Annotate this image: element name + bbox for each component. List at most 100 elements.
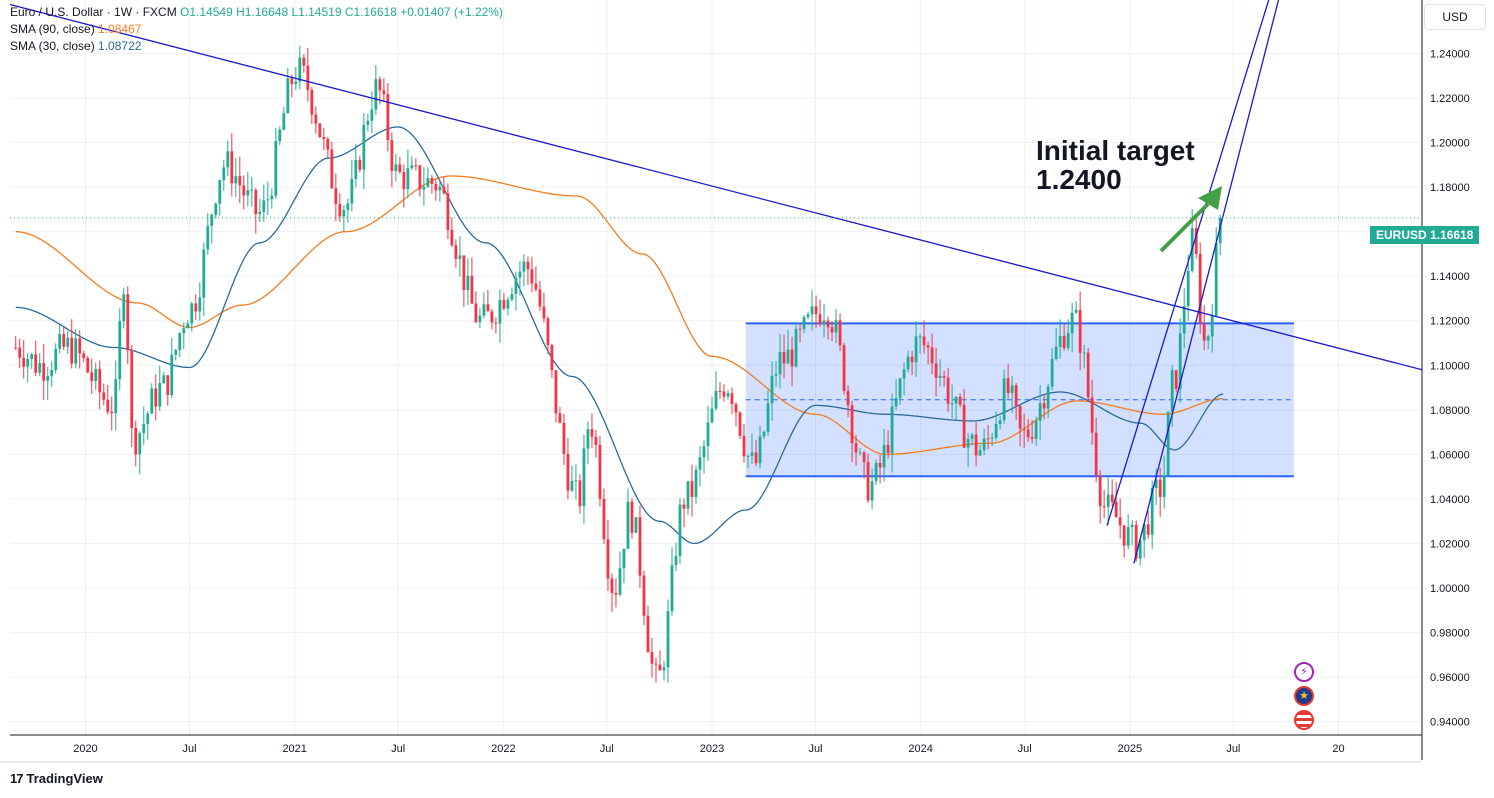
candle-body: [1218, 217, 1222, 244]
candle-body: [62, 333, 66, 347]
x-tick-label: 2021: [282, 743, 306, 755]
candle-body: [430, 178, 434, 184]
descending-trendline: [9, 3, 1423, 371]
candle-body: [714, 390, 718, 409]
candle-body: [1170, 370, 1174, 412]
candle-body: [198, 297, 202, 312]
candle-body: [774, 374, 778, 376]
legend-sma30-row[interactable]: SMA (30, close) 1.08722: [10, 38, 503, 55]
candle-body: [54, 348, 58, 370]
candle-body: [894, 398, 898, 407]
candle-body: [846, 390, 850, 406]
candle-body: [1214, 243, 1218, 316]
legend: Euro / U.S. Dollar · 1W · FXCM O1.14549 …: [10, 4, 503, 55]
candle-body: [234, 176, 238, 184]
candle-body: [262, 200, 266, 212]
tradingview-logo[interactable]: 17 TradingView: [10, 771, 103, 786]
candle-body: [654, 663, 658, 665]
range-box[interactable]: [745, 322, 1294, 478]
candle-body: [298, 57, 302, 82]
candle-body: [1098, 475, 1102, 507]
candle-body: [898, 378, 902, 399]
eu-flag-icon[interactable]: ★: [1294, 686, 1314, 706]
candle-body: [634, 517, 638, 533]
tradingview-logo-icon: 17: [10, 771, 24, 786]
candle-body: [826, 320, 830, 328]
candle-body: [334, 188, 338, 204]
candle-body: [286, 78, 290, 114]
candle-body: [910, 356, 914, 363]
candle-body: [1046, 386, 1050, 409]
candle-body: [466, 275, 470, 291]
candle-body: [34, 354, 38, 373]
legend-sma90-row[interactable]: SMA (90, close) 1.08467: [10, 21, 503, 38]
candle-body: [14, 347, 18, 349]
candle-body: [206, 225, 210, 250]
candle-body: [106, 399, 110, 412]
sma90-label: SMA (90, close): [10, 22, 95, 36]
candle-body: [1018, 406, 1022, 429]
candle-body: [702, 446, 706, 458]
candle-body: [1138, 540, 1142, 559]
candle-body: [630, 501, 634, 533]
candle-body: [438, 186, 442, 191]
candle-body: [550, 345, 554, 371]
us-flag-icon[interactable]: [1294, 710, 1314, 730]
candle-body: [38, 363, 42, 373]
y-tick-label: 1.10000: [1430, 360, 1470, 372]
candle-body: [978, 450, 982, 456]
candle-body: [18, 347, 22, 358]
candle-body: [666, 611, 670, 668]
candle-body: [282, 113, 286, 130]
candle-body: [598, 444, 602, 499]
candle-body: [614, 592, 618, 595]
flash-icon[interactable]: ⚡: [1294, 662, 1314, 682]
candle-body: [570, 480, 574, 491]
candle-body: [254, 189, 258, 215]
candle-body: [694, 469, 698, 497]
candle-body: [934, 363, 938, 378]
x-tick-label: 2025: [1118, 743, 1142, 755]
candle-body: [270, 195, 274, 200]
candle-body: [230, 151, 234, 184]
currency-button[interactable]: USD: [1424, 4, 1486, 30]
candle-body: [822, 320, 826, 324]
candle-body: [890, 406, 894, 454]
candle-body: [1070, 312, 1074, 334]
x-tick-label: Jul: [182, 743, 196, 755]
candle-body: [794, 328, 798, 367]
candle-body: [586, 429, 590, 449]
candle-body: [22, 357, 26, 367]
candle-body: [742, 435, 746, 457]
candle-body: [970, 434, 974, 439]
candle-body: [1210, 315, 1214, 337]
candle-body: [610, 578, 614, 593]
x-tick-label: Jul: [1226, 743, 1240, 755]
candle-body: [842, 345, 846, 391]
candle-body: [122, 294, 126, 322]
y-tick-label: 1.06000: [1430, 449, 1470, 461]
candle-body: [754, 452, 758, 464]
trend-lines[interactable]: [9, 0, 1423, 564]
candle-body: [530, 269, 534, 284]
sma90-line: [15, 175, 1224, 456]
candle-body: [786, 349, 790, 364]
target-annotation[interactable]: Initial target 1.2400: [1036, 136, 1195, 194]
candle-body: [194, 303, 198, 312]
candle-body: [170, 354, 174, 395]
candle-body: [442, 186, 446, 194]
candle-body: [762, 431, 766, 437]
sma30-value: 1.08722: [98, 39, 142, 53]
candle-body: [134, 427, 138, 455]
target-arrow-head: [1198, 186, 1222, 210]
candle-body: [726, 393, 730, 397]
candle-body: [410, 165, 414, 169]
candle-body: [50, 369, 54, 376]
candle-body: [1114, 501, 1118, 518]
candle-body: [478, 315, 482, 323]
legend-title-row[interactable]: Euro / U.S. Dollar · 1W · FXCM O1.14549 …: [10, 4, 503, 21]
candle-body: [858, 452, 862, 454]
candle-body: [402, 172, 406, 190]
candle-body: [1142, 524, 1146, 541]
